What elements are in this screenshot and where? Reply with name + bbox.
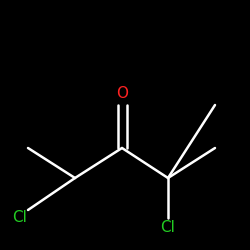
Text: Cl: Cl [160, 220, 176, 236]
Text: O: O [116, 86, 128, 100]
Text: Cl: Cl [12, 210, 28, 226]
